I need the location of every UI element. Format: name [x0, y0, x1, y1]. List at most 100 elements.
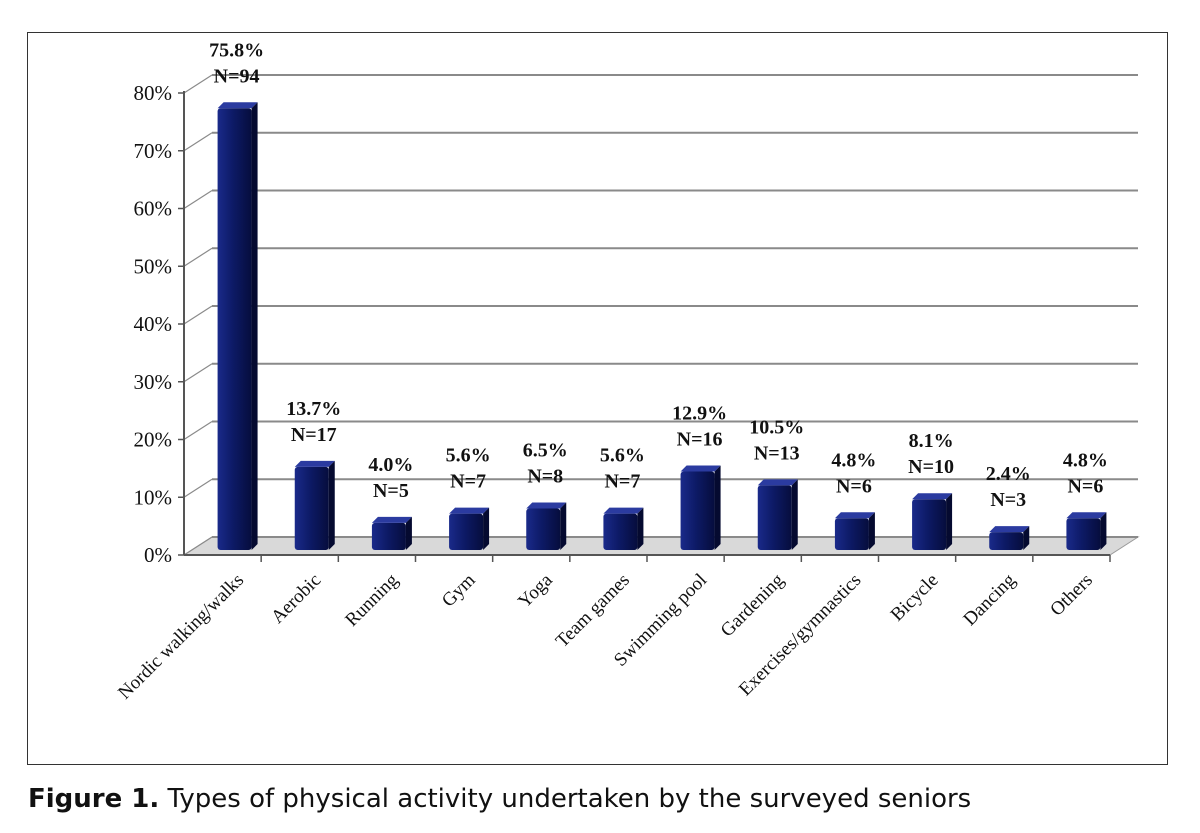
bar-front [603, 513, 638, 550]
x-tick-label: Gym [438, 570, 480, 612]
bar-side [1023, 526, 1030, 550]
bar [449, 507, 490, 550]
data-label-percent: 5.6% [600, 445, 645, 467]
bar-front [989, 532, 1024, 550]
data-label-count: N=7 [450, 471, 486, 493]
y-tick-label: 60% [134, 197, 173, 221]
y-tick-label: 20% [134, 428, 173, 452]
x-tick-label: Running [341, 569, 402, 630]
bar-front [757, 485, 792, 550]
chart-frame: 0% 10% 20% 30% 40% 50% 60% 70% 80% 75.8% N=94 13.7… [27, 32, 1168, 765]
bar-front [1066, 518, 1101, 550]
bar-top [294, 460, 335, 467]
bar-front [680, 471, 715, 550]
x-tick-label: Nordic walking/walks [114, 570, 248, 704]
data-label-percent: 10.5% [749, 416, 804, 438]
data-label-count: N=6 [836, 475, 872, 497]
caption-text: Types of physical activity undertaken by… [159, 784, 972, 814]
caption-label: Figure 1. [28, 784, 160, 814]
data-label-count: N=3 [990, 489, 1026, 511]
data-label-percent: 6.5% [523, 439, 568, 461]
gridline-side [183, 247, 213, 267]
bar [526, 502, 567, 550]
bars [217, 102, 1107, 550]
data-labels: 75.8% N=94 13.7% N=17 4.0% N=5 5.6% N=7 6.5% N=8 5… [209, 39, 1108, 511]
bar-top [680, 465, 721, 472]
y-tick-label: 80% [134, 81, 173, 105]
bar [294, 460, 335, 550]
bar [1066, 512, 1107, 550]
x-axis-ticks: Nordic walking/walks Aerobic Running Gym Yog… [114, 555, 1111, 704]
x-tick-label: Aerobic [267, 570, 325, 628]
figure-caption: Figure 1. Types of physical activity und… [28, 784, 971, 814]
bar-front [912, 499, 947, 550]
data-label-count: N=6 [1067, 475, 1103, 497]
bar-top [371, 516, 412, 523]
bar-front [371, 522, 406, 550]
bar-front [294, 466, 329, 550]
data-label-count: N=13 [754, 442, 800, 464]
y-axis-ticks: 0% 10% 20% 30% 40% 50% 60% 70% 80% [134, 81, 184, 567]
data-label-count: N=10 [908, 456, 954, 478]
bar [757, 479, 798, 550]
data-label-count: N=94 [214, 65, 260, 87]
gridline-side [183, 363, 213, 383]
data-label-count: N=16 [677, 429, 723, 451]
bar-chart: 0% 10% 20% 30% 40% 50% 60% 70% 80% 75.8% N=94 13.7… [114, 39, 1140, 704]
data-label-count: N=5 [373, 480, 409, 502]
bar-side [251, 102, 258, 550]
bar-side [483, 507, 490, 550]
bar-front [526, 508, 561, 550]
data-label-count: N=17 [291, 424, 337, 446]
bar-top [834, 512, 875, 519]
data-label-percent: 5.6% [446, 445, 491, 467]
data-label-percent: 4.8% [831, 449, 876, 471]
bar-side [868, 512, 875, 550]
data-label-percent: 75.8% [209, 39, 264, 61]
y-tick-label: 50% [134, 254, 173, 278]
bar [217, 102, 258, 550]
bar-side [791, 479, 798, 550]
gridlines [183, 74, 1138, 556]
data-label-count: N=7 [604, 471, 640, 493]
bar-side [560, 502, 567, 550]
x-tick-label: Dancing [959, 569, 1020, 630]
gridline-side [183, 132, 213, 152]
y-tick-label: 70% [134, 139, 173, 163]
bar-side [1100, 512, 1107, 550]
y-tick-label: 0% [144, 543, 172, 567]
bar-top [603, 507, 644, 514]
x-tick-label: Bicycle [887, 570, 943, 626]
bar-top [912, 493, 953, 500]
data-label-percent: 12.9% [672, 403, 727, 425]
gridline-side [183, 74, 213, 94]
data-label-percent: 4.8% [1063, 449, 1108, 471]
x-tick-label: Team games [552, 570, 634, 652]
gridline-side [183, 305, 213, 325]
y-tick-label: 10% [134, 485, 173, 509]
bar-side [946, 493, 953, 550]
bar [371, 516, 412, 550]
bar-top [449, 507, 490, 514]
gridline-side [183, 420, 213, 441]
data-label-percent: 13.7% [286, 398, 341, 420]
bar-side [405, 516, 412, 550]
bar [680, 465, 721, 550]
x-tick-label: Gardening [717, 569, 789, 641]
bar-top [1066, 512, 1107, 519]
data-label-count: N=8 [527, 465, 563, 487]
y-tick-label: 30% [134, 370, 173, 394]
bar [989, 526, 1030, 550]
bar [912, 493, 953, 550]
gridline-side [183, 536, 213, 556]
y-tick-label: 40% [134, 312, 173, 336]
data-label-percent: 4.0% [368, 454, 413, 476]
bar-side [637, 507, 644, 550]
bar-top [757, 479, 798, 486]
bar-top [217, 102, 258, 109]
bar-top [526, 502, 567, 509]
gridline-side [183, 189, 213, 210]
bar-side [328, 460, 335, 550]
gridline-side [183, 478, 213, 498]
x-tick-label: Yoga [514, 569, 557, 612]
